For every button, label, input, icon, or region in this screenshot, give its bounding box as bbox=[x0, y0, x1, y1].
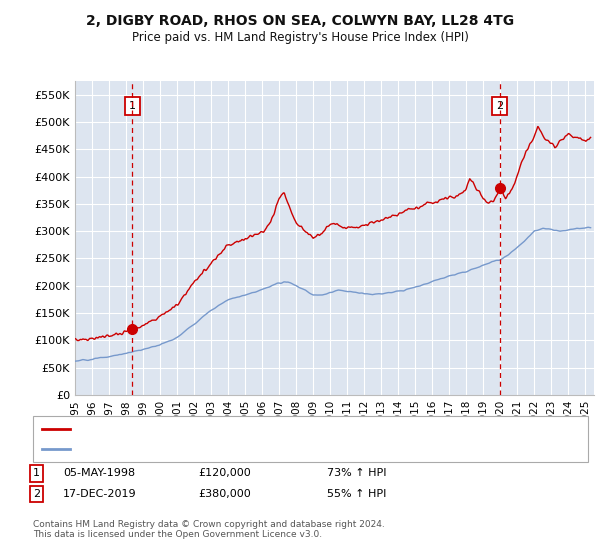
Text: 1: 1 bbox=[129, 101, 136, 111]
Text: 2: 2 bbox=[33, 489, 40, 499]
Text: Price paid vs. HM Land Registry's House Price Index (HPI): Price paid vs. HM Land Registry's House … bbox=[131, 31, 469, 44]
Text: 2: 2 bbox=[496, 101, 503, 111]
Text: HPI: Average price, detached house, Conwy: HPI: Average price, detached house, Conw… bbox=[75, 444, 303, 454]
Text: £380,000: £380,000 bbox=[198, 489, 251, 499]
Text: 1: 1 bbox=[33, 468, 40, 478]
Text: 2, DIGBY ROAD, RHOS ON SEA, COLWYN BAY, LL28 4TG (detached house): 2, DIGBY ROAD, RHOS ON SEA, COLWYN BAY, … bbox=[75, 424, 458, 434]
Text: 17-DEC-2019: 17-DEC-2019 bbox=[63, 489, 137, 499]
Text: 2, DIGBY ROAD, RHOS ON SEA, COLWYN BAY, LL28 4TG: 2, DIGBY ROAD, RHOS ON SEA, COLWYN BAY, … bbox=[86, 14, 514, 28]
Text: 05-MAY-1998: 05-MAY-1998 bbox=[63, 468, 135, 478]
Text: Contains HM Land Registry data © Crown copyright and database right 2024.
This d: Contains HM Land Registry data © Crown c… bbox=[33, 520, 385, 539]
Text: 73% ↑ HPI: 73% ↑ HPI bbox=[327, 468, 386, 478]
Text: £120,000: £120,000 bbox=[198, 468, 251, 478]
Text: 55% ↑ HPI: 55% ↑ HPI bbox=[327, 489, 386, 499]
